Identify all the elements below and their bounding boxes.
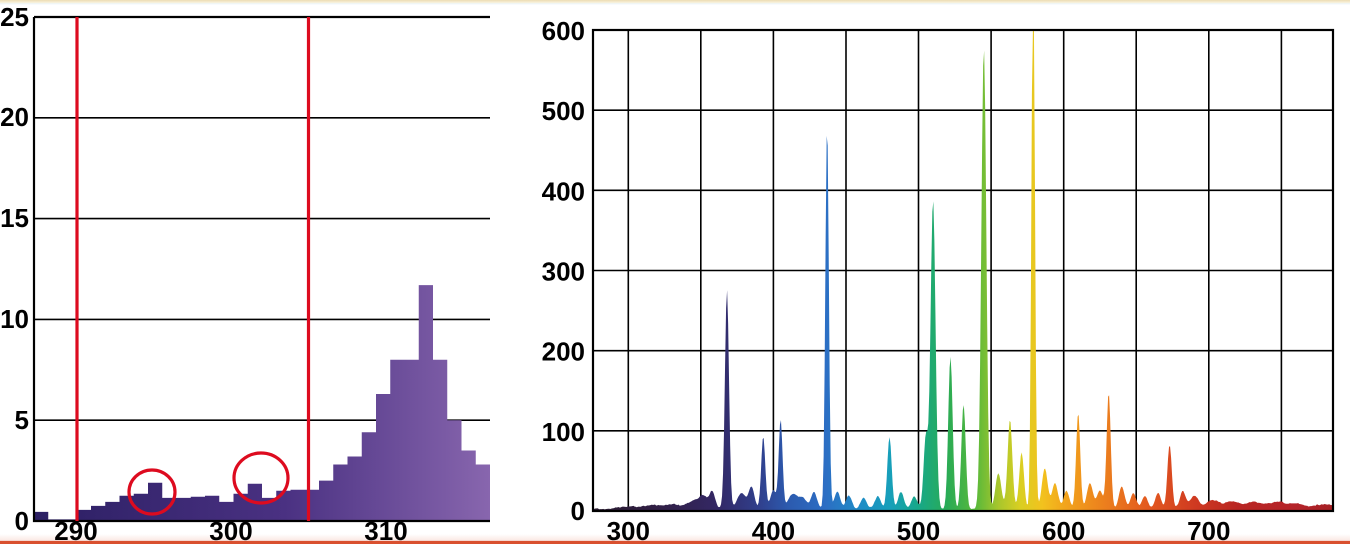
svg-text:25: 25 (0, 2, 29, 32)
svg-text:310: 310 (364, 516, 407, 544)
svg-text:10: 10 (0, 304, 29, 334)
svg-text:290: 290 (54, 516, 97, 544)
svg-text:200: 200 (542, 337, 585, 367)
svg-text:300: 300 (607, 516, 650, 544)
svg-text:100: 100 (542, 417, 585, 447)
svg-text:600: 600 (542, 16, 585, 46)
svg-text:300: 300 (542, 257, 585, 287)
svg-text:20: 20 (0, 102, 29, 132)
svg-text:0: 0 (571, 496, 585, 526)
svg-text:500: 500 (542, 96, 585, 126)
svg-text:400: 400 (542, 176, 585, 206)
svg-text:500: 500 (897, 516, 940, 544)
svg-text:300: 300 (209, 516, 252, 544)
svg-text:5: 5 (15, 405, 29, 435)
svg-text:600: 600 (1042, 516, 1085, 544)
svg-text:400: 400 (752, 516, 795, 544)
svg-text:700: 700 (1187, 516, 1230, 544)
svg-text:0: 0 (15, 506, 29, 536)
svg-text:15: 15 (0, 203, 29, 233)
